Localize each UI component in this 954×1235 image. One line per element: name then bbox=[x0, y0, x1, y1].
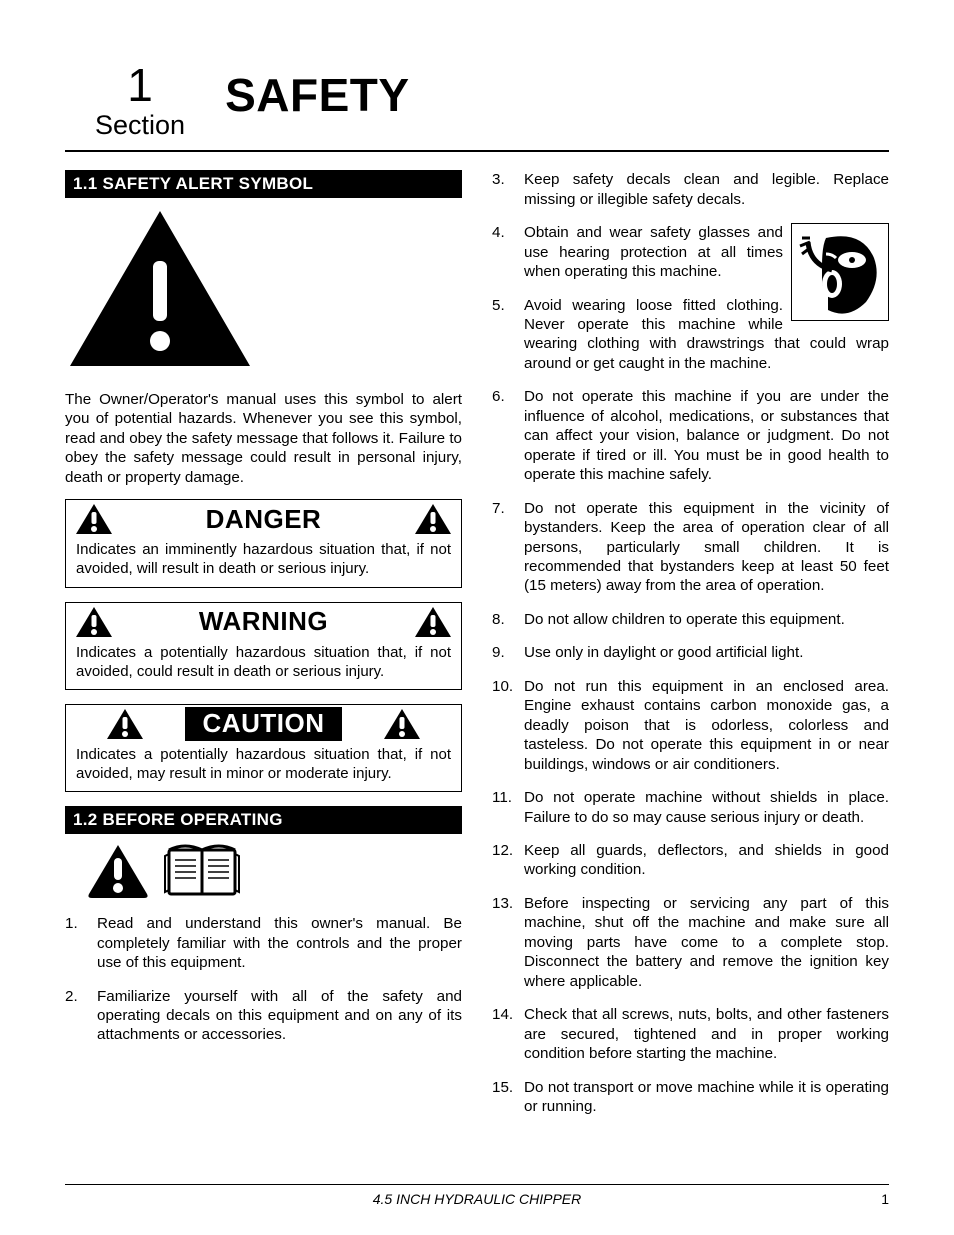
header-rule bbox=[65, 150, 889, 152]
right-column: Keep safety decals clean and legible. Re… bbox=[492, 170, 889, 1130]
section-label-block: 1 Section bbox=[95, 60, 185, 140]
warning-title-row: WARNING bbox=[66, 603, 461, 639]
before-operating-list-left: Read and understand this owner's manual.… bbox=[65, 914, 462, 1045]
list-item: Before inspecting or servicing any part … bbox=[492, 894, 889, 991]
list-item: Check that all screws, nuts, bolts, and … bbox=[492, 1005, 889, 1063]
list-item: Obtain and wear safety glasses and use h… bbox=[492, 223, 889, 281]
footer-spacer bbox=[65, 1191, 95, 1207]
list-item-text: Obtain and wear safety glasses and use h… bbox=[524, 224, 783, 280]
alert-triangle-small-icon bbox=[105, 707, 145, 741]
list-item: Do not operate machine without shields i… bbox=[492, 788, 889, 827]
alert-triangle-small-icon bbox=[413, 502, 453, 536]
danger-title: DANGER bbox=[114, 503, 413, 536]
list-item: Do not allow children to operate this eq… bbox=[492, 610, 889, 629]
page-header: 1 Section SAFETY bbox=[95, 60, 889, 140]
alert-intro-paragraph: The Owner/Operator's manual uses this sy… bbox=[65, 390, 462, 487]
caution-description: Indicates a potentially hazardous situat… bbox=[66, 741, 461, 783]
caution-title: CAUTION bbox=[185, 707, 343, 740]
danger-description: Indicates an imminently hazardous situat… bbox=[66, 536, 461, 578]
before-operating-list-right: Keep safety decals clean and legible. Re… bbox=[492, 170, 889, 1116]
warning-description: Indicates a potentially hazardous situat… bbox=[66, 639, 461, 681]
before-operating-icons bbox=[85, 842, 462, 900]
left-column: 1.1 SAFETY ALERT SYMBOL The Owner/Operat… bbox=[65, 170, 462, 1130]
page-footer: 4.5 INCH HYDRAULIC CHIPPER 1 bbox=[65, 1184, 889, 1207]
subhead-1-2: 1.2 BEFORE OPERATING bbox=[65, 806, 462, 834]
caution-title-row: CAUTION bbox=[66, 705, 461, 741]
list-item: Read and understand this owner's manual.… bbox=[65, 914, 462, 972]
alert-triangle-small-icon bbox=[74, 502, 114, 536]
footer-page-number: 1 bbox=[859, 1191, 889, 1207]
danger-box: DANGER Indicates an imminently hazardous… bbox=[65, 499, 462, 587]
list-item: Keep all guards, deflectors, and shields… bbox=[492, 841, 889, 880]
subhead-1-1: 1.1 SAFETY ALERT SYMBOL bbox=[65, 170, 462, 198]
section-number: 1 bbox=[95, 60, 185, 111]
danger-title-row: DANGER bbox=[66, 500, 461, 536]
alert-triangle-small-icon bbox=[382, 707, 422, 741]
section-word: Section bbox=[95, 111, 185, 141]
list-item: Use only in daylight or good artificial … bbox=[492, 643, 889, 662]
alert-symbol-graphic bbox=[65, 206, 462, 376]
list-item: Do not run this equipment in an enclosed… bbox=[492, 677, 889, 774]
warning-box: WARNING Indicates a potentially hazardou… bbox=[65, 602, 462, 690]
list-item: Keep safety decals clean and legible. Re… bbox=[492, 170, 889, 209]
list-item: Avoid wearing loose fitted clothing. Nev… bbox=[492, 296, 889, 374]
open-book-icon bbox=[163, 842, 241, 900]
alert-triangle-large-icon bbox=[65, 206, 255, 376]
list-item: Do not operate this equipment in the vic… bbox=[492, 499, 889, 596]
warning-title: WARNING bbox=[114, 605, 413, 638]
alert-triangle-small-icon bbox=[74, 605, 114, 639]
caution-box: CAUTION Indicates a potentially hazardou… bbox=[65, 704, 462, 792]
alert-triangle-rounded-icon bbox=[85, 842, 151, 900]
alert-triangle-small-icon bbox=[413, 605, 453, 639]
list-item: Do not transport or move machine while i… bbox=[492, 1078, 889, 1117]
page-title: SAFETY bbox=[225, 68, 409, 122]
footer-title: 4.5 INCH HYDRAULIC CHIPPER bbox=[95, 1191, 859, 1207]
list-item: Familiarize yourself with all of the saf… bbox=[65, 987, 462, 1045]
content-columns: 1.1 SAFETY ALERT SYMBOL The Owner/Operat… bbox=[65, 170, 889, 1130]
list-item: Do not operate this machine if you are u… bbox=[492, 387, 889, 484]
